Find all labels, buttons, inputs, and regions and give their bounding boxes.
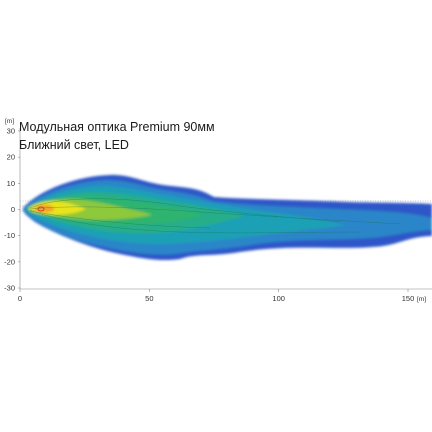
y-tick-label: -20 — [4, 257, 15, 266]
chart-title: Модульная оптика Premium 90мм — [19, 120, 215, 134]
y-tick-label: 20 — [7, 153, 15, 162]
y-tick-label: -10 — [4, 231, 15, 240]
beam-contours — [22, 174, 432, 261]
y-tick-label: 0 — [11, 205, 15, 214]
x-axis-unit: [m] — [417, 296, 426, 303]
y-tick-label: 30 — [7, 127, 15, 136]
iso-lines — [29, 198, 401, 234]
y-tick-label: 10 — [7, 179, 15, 188]
x-tick-label: 0 — [18, 294, 22, 303]
chart-subtitle: Ближний свет, LED — [19, 138, 129, 152]
y-tick-label: -30 — [4, 284, 15, 293]
x-tick-label: 100 — [272, 294, 285, 303]
x-axis-ticks: 0 50 100 150 — [18, 289, 414, 303]
x-tick-label: 150 — [402, 294, 415, 303]
x-tick-label: 50 — [145, 294, 153, 303]
y-axis-unit: [m] — [5, 118, 14, 125]
light-source-marker — [37, 206, 45, 212]
y-axis-ticks: 30 20 10 0 -10 -20 -30 — [4, 127, 20, 293]
